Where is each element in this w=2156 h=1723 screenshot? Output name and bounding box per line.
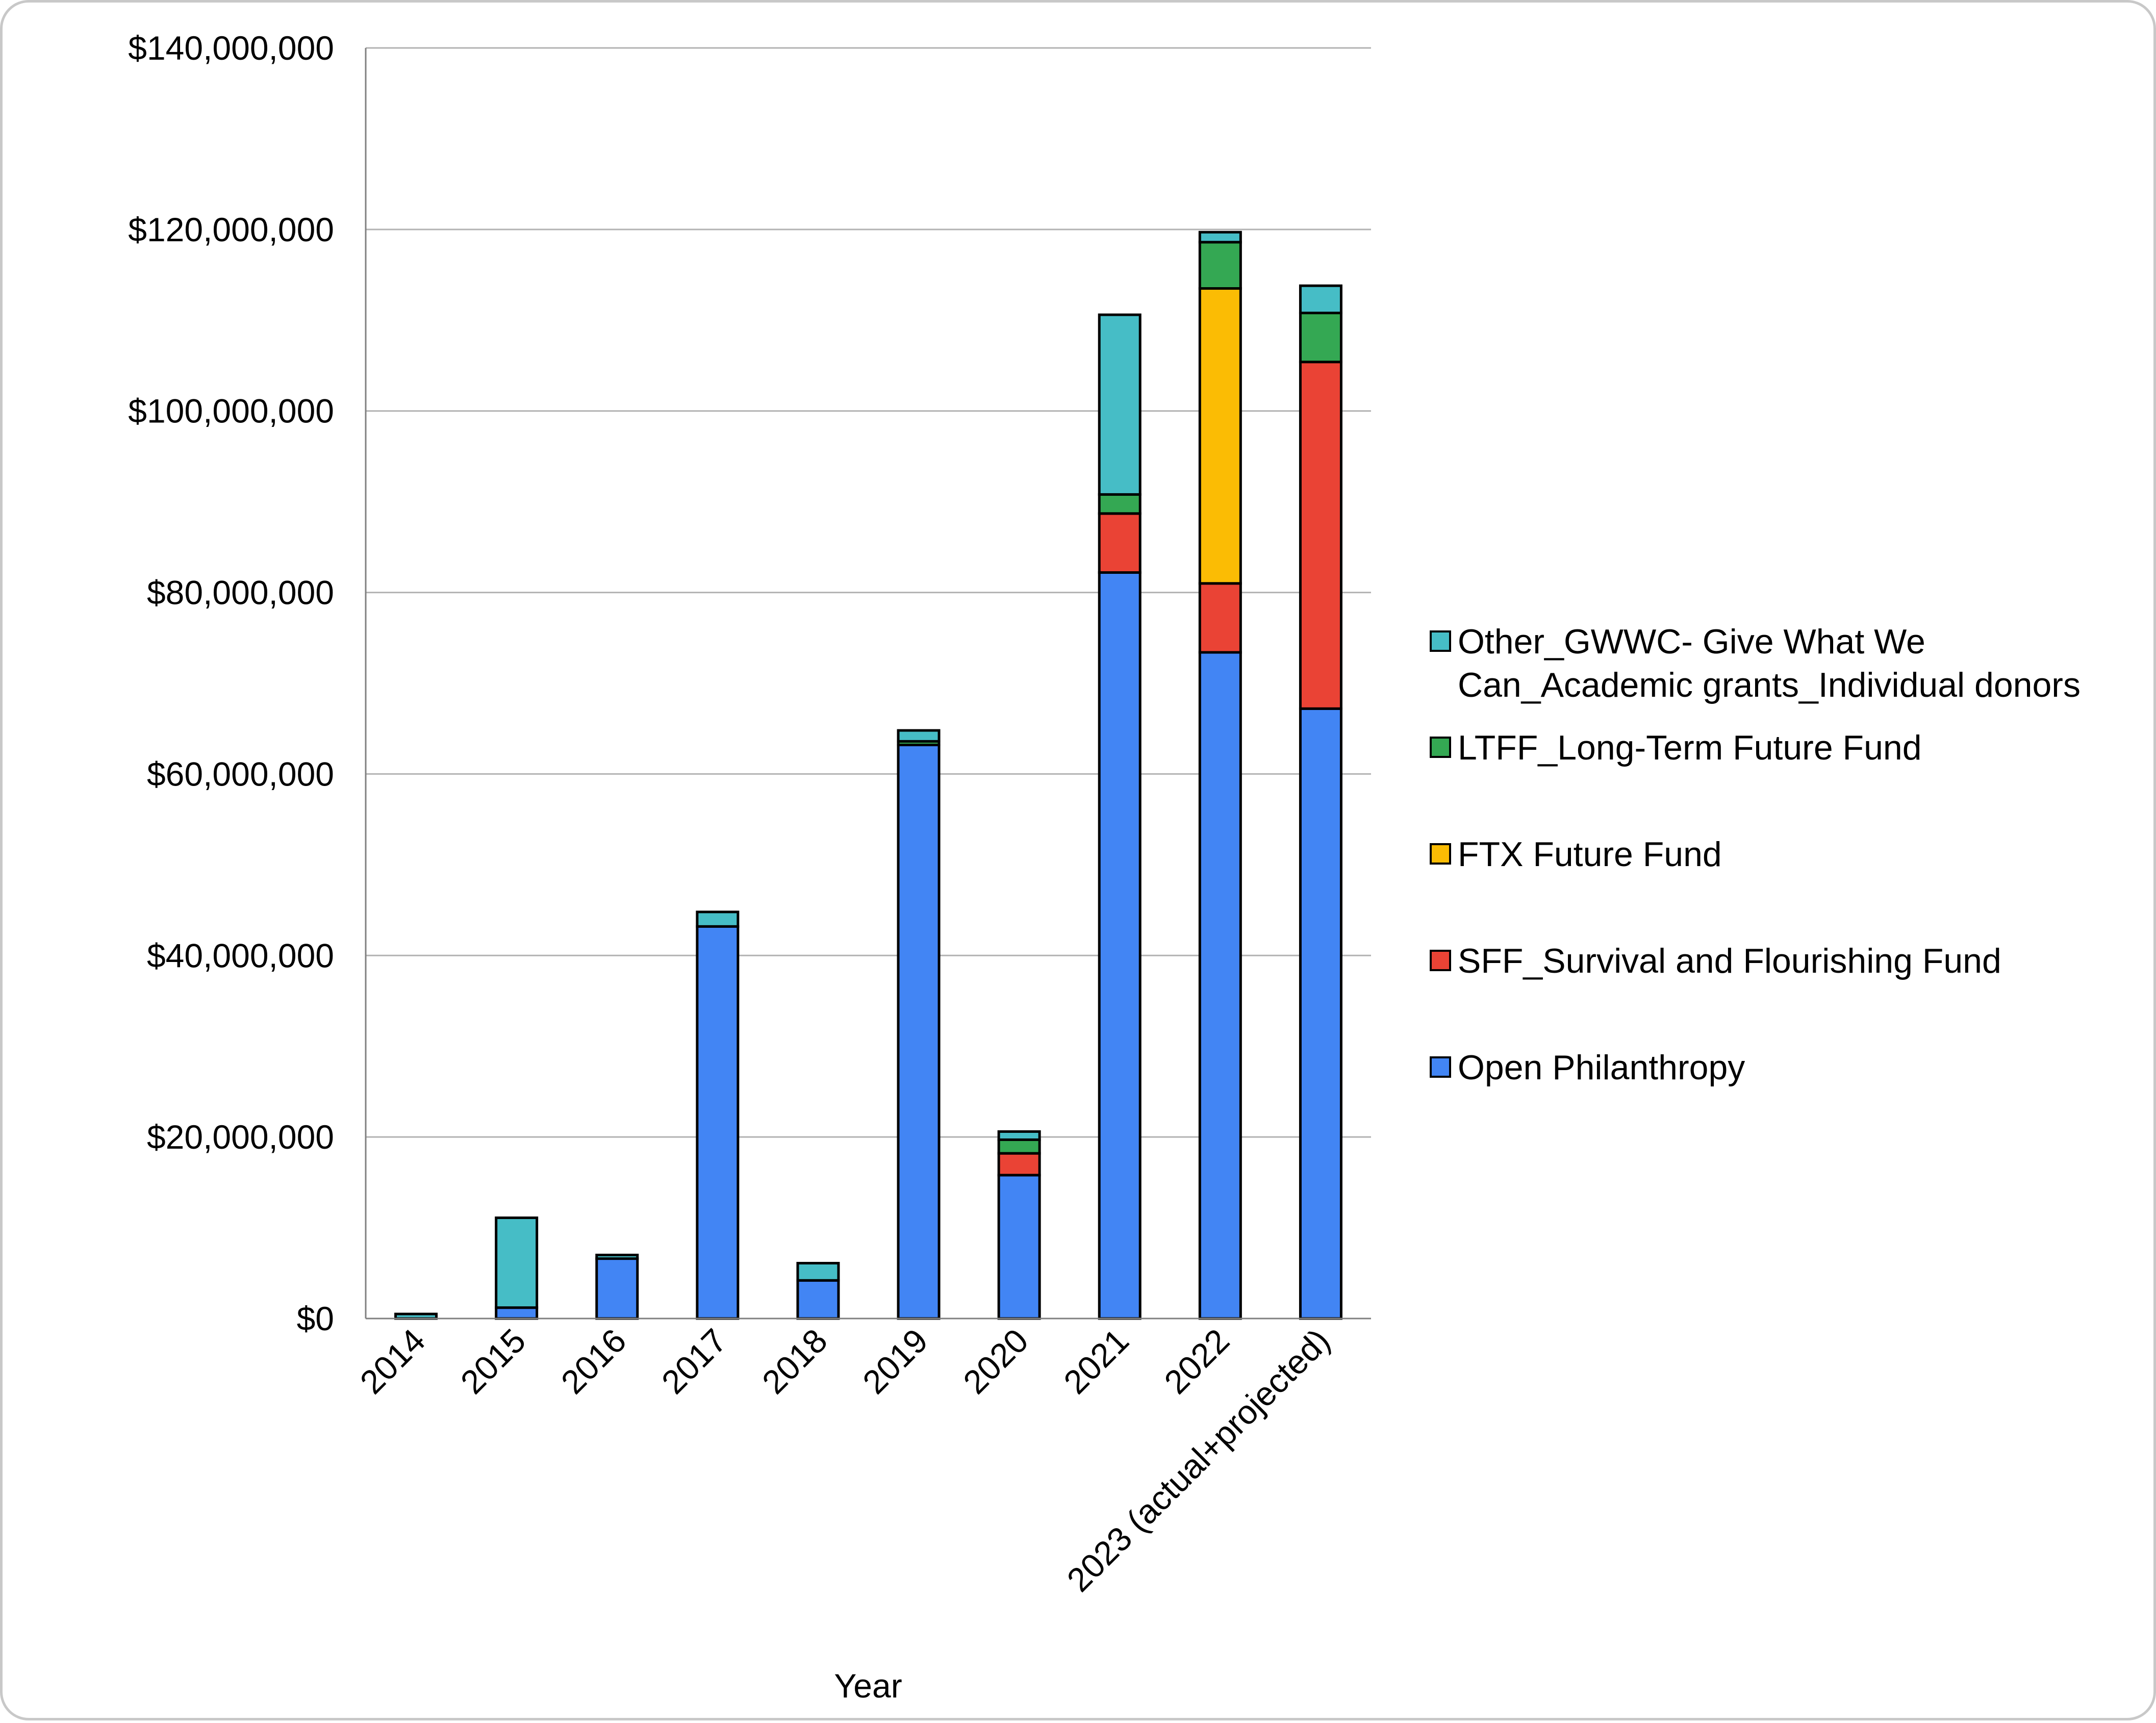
bar-segment	[1299, 312, 1342, 364]
bar-segment	[997, 1138, 1041, 1155]
y-tick-label: $20,000,000	[147, 1118, 334, 1156]
legend-label: LTFF_Long-Term Future Fund	[1458, 728, 1922, 767]
bars	[394, 231, 1342, 1320]
x-tick-label: 2017	[654, 1322, 734, 1401]
bar-segment	[595, 1253, 639, 1260]
x-tick-label: 2016	[554, 1322, 633, 1401]
bar-segment	[796, 1279, 840, 1320]
legend-label: Open Philanthropy	[1458, 1048, 1745, 1087]
bar-segment	[997, 1130, 1041, 1141]
bar-segment	[1198, 231, 1242, 244]
y-tick-label: $140,000,000	[128, 29, 334, 67]
bar-segment	[897, 729, 941, 743]
bar-segment	[1198, 241, 1242, 290]
bar-segment	[1098, 512, 1142, 574]
bar-segment	[1098, 571, 1142, 1320]
bar-segment	[796, 1261, 840, 1282]
axes	[365, 48, 1371, 1320]
y-tick-label: $60,000,000	[147, 755, 334, 793]
bar-segment	[997, 1174, 1041, 1320]
x-tick-label: 2022	[1157, 1322, 1236, 1401]
bar-segment	[1198, 582, 1242, 654]
legend-swatch	[1430, 630, 1451, 652]
legend-label: Can_Academic grants_Individual donors	[1458, 666, 2081, 704]
x-tick-label: 2018	[755, 1322, 834, 1401]
x-axis-title: Year	[834, 1667, 902, 1705]
bar-segment	[1198, 287, 1242, 585]
y-tick-label: $100,000,000	[128, 392, 334, 430]
y-tick-label: $40,000,000	[147, 936, 334, 974]
legend-label: FTX Future Fund	[1458, 835, 1722, 874]
y-tick-label: $0	[297, 1300, 334, 1337]
y-tick-labels: $0 $20,000,000 $40,000,000 $60,000,000 $80,0…	[128, 29, 334, 1337]
bar-segment	[1098, 493, 1142, 515]
x-tick-label: 2020	[956, 1322, 1035, 1401]
stacked-bar-chart: $0 $20,000,000 $40,000,000 $60,000,000 $80,0…	[128, 29, 2081, 1705]
bar-segment	[696, 925, 740, 1320]
y-tick-label: $80,000,000	[147, 574, 334, 612]
legend-swatch	[1430, 843, 1451, 865]
legend-swatch	[1430, 950, 1451, 971]
legend-label: Other_GWWC- Give What We	[1458, 622, 1925, 661]
legend: Other_GWWC- Give What We Can_Academic gra…	[1430, 622, 2081, 1087]
bar-segment	[1299, 361, 1342, 710]
x-tick-labels: 2014 2015 2016 2017 2018 2019 2020 2021 20222023…	[352, 1322, 1337, 1599]
x-tick-label: 2021	[1056, 1322, 1136, 1401]
gridlines	[366, 47, 1371, 1138]
bar-segment	[595, 1257, 639, 1320]
y-tick-label: $120,000,000	[128, 211, 334, 248]
x-tick-label: 2019	[855, 1322, 935, 1401]
bar-segment	[1299, 284, 1342, 315]
bar-segment	[495, 1306, 539, 1320]
x-tick-label: 2014	[352, 1322, 432, 1401]
legend-swatch	[1430, 737, 1451, 758]
bar-segment	[1198, 651, 1242, 1320]
legend-swatch	[1430, 1056, 1451, 1078]
bar-segment	[1098, 313, 1142, 496]
bar-segment	[897, 743, 941, 1320]
bar-segment	[495, 1216, 539, 1309]
x-tick-label: 2015	[453, 1322, 532, 1401]
bar-segment	[696, 910, 740, 928]
bar-segment	[997, 1152, 1041, 1177]
bar-segment	[1299, 707, 1342, 1320]
legend-label: SFF_Survival and Flourishing Fund	[1458, 942, 2001, 980]
